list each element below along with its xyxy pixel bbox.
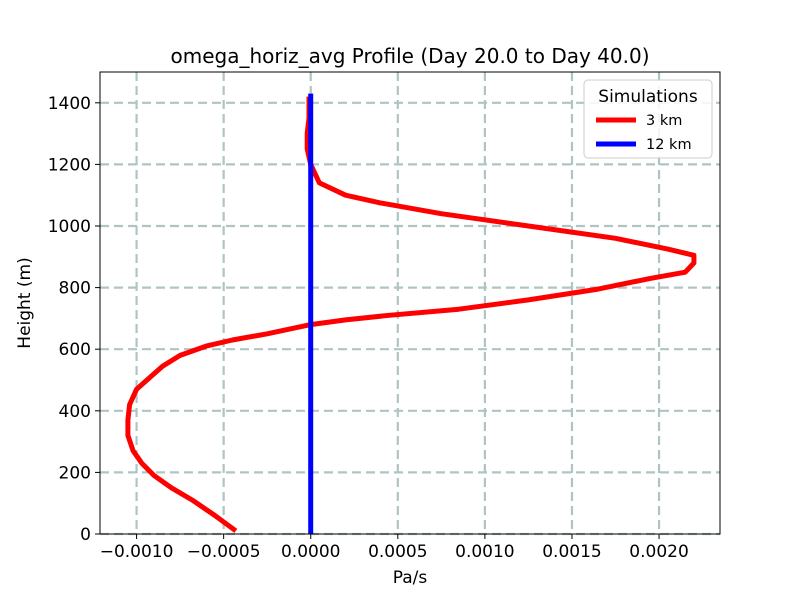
axes-frame: [99, 71, 721, 535]
x-tick-label: 0.0020: [629, 542, 688, 562]
y-axis-ticks: 0 200 400 600 800 1000 1200 1400: [48, 94, 100, 545]
x-tick-label: 0.0000: [281, 542, 340, 562]
x-tick-label: 0.0015: [542, 542, 601, 562]
chart-title: omega_horiz_avg Profile (Day 20.0 to Day…: [170, 44, 649, 68]
x-tick-label: −0.0010: [100, 542, 174, 562]
y-tick-label: 400: [59, 402, 91, 422]
legend-title: Simulations: [598, 87, 698, 107]
legend-label-12km: 12 km: [646, 137, 692, 153]
y-tick-label: 200: [59, 463, 91, 483]
y-tick-label: 600: [59, 340, 91, 360]
legend-box: [583, 79, 713, 159]
legend-label-3km: 3 km: [646, 113, 682, 129]
plot-layer: [125, 93, 697, 534]
legend-entries: 3 km 12 km: [596, 113, 692, 153]
y-tick-label: 1000: [48, 217, 91, 237]
legend: Simulations 3 km 12 km: [583, 79, 713, 159]
y-tick-label: 0: [80, 525, 91, 545]
y-axis-label: Height (m): [15, 257, 35, 348]
x-tick-label: 0.0010: [455, 542, 514, 562]
x-tick-label: −0.0005: [187, 542, 261, 562]
x-axis-label: Pa/s: [393, 568, 428, 588]
x-axis-ticks: −0.0010 −0.0005 0.0000 0.0005 0.0010 0.0015 0.…: [100, 534, 689, 562]
y-tick-label: 800: [59, 279, 91, 299]
x-tick-label: 0.0005: [368, 542, 427, 562]
series-line-3km: [125, 96, 697, 533]
y-tick-label: 1200: [48, 155, 91, 175]
y-tick-label: 1400: [48, 94, 91, 114]
